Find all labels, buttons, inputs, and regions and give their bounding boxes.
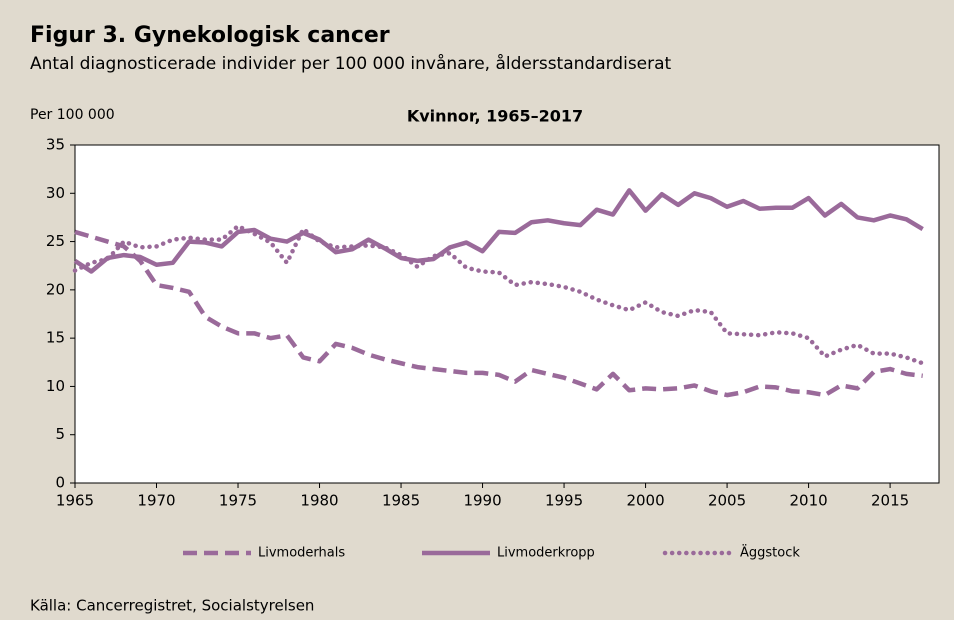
y-tick-label: 10 (46, 377, 65, 395)
plot-title: Kvinnor, 1965–2017 (407, 107, 583, 126)
series-line (73, 188, 924, 274)
y-tick-label: 35 (46, 136, 65, 154)
source: Källa: Cancerregistret, Socialstyrelsen (30, 597, 314, 615)
y-tick-label: 5 (55, 425, 65, 443)
x-tick-label: 2005 (708, 492, 746, 510)
x-tick-label: 2015 (871, 492, 909, 510)
subtitle: Antal diagnosticerade individer per 100 … (30, 53, 672, 74)
legend-label: Livmoderkropp (497, 546, 595, 561)
legend-label: Livmoderhals (258, 546, 345, 561)
y-tick-label: 25 (46, 232, 65, 250)
legend-label: Äggstock (740, 545, 800, 561)
y-tick-label: 30 (46, 184, 65, 202)
x-tick-label: 1975 (219, 492, 257, 510)
x-tick-label: 1985 (382, 492, 420, 510)
x-tick-label: 1980 (300, 492, 338, 510)
y-tick-label: 0 (55, 474, 65, 492)
x-tick-label: 2000 (626, 492, 664, 510)
y-axis-label: Per 100 000 (30, 107, 115, 123)
x-tick-label: 2010 (789, 492, 827, 510)
series-line (74, 229, 923, 398)
x-tick-label: 1965 (56, 492, 94, 510)
plot-area (74, 144, 940, 484)
chart-title: Figur 3. Gynekologisk cancer (30, 23, 390, 48)
x-tick-label: 1990 (463, 492, 501, 510)
x-tick-label: 1995 (545, 492, 583, 510)
y-tick-label: 15 (46, 329, 65, 347)
x-tick-label: 1970 (137, 492, 175, 510)
y-tick-label: 20 (46, 280, 65, 298)
series-line (72, 223, 925, 366)
